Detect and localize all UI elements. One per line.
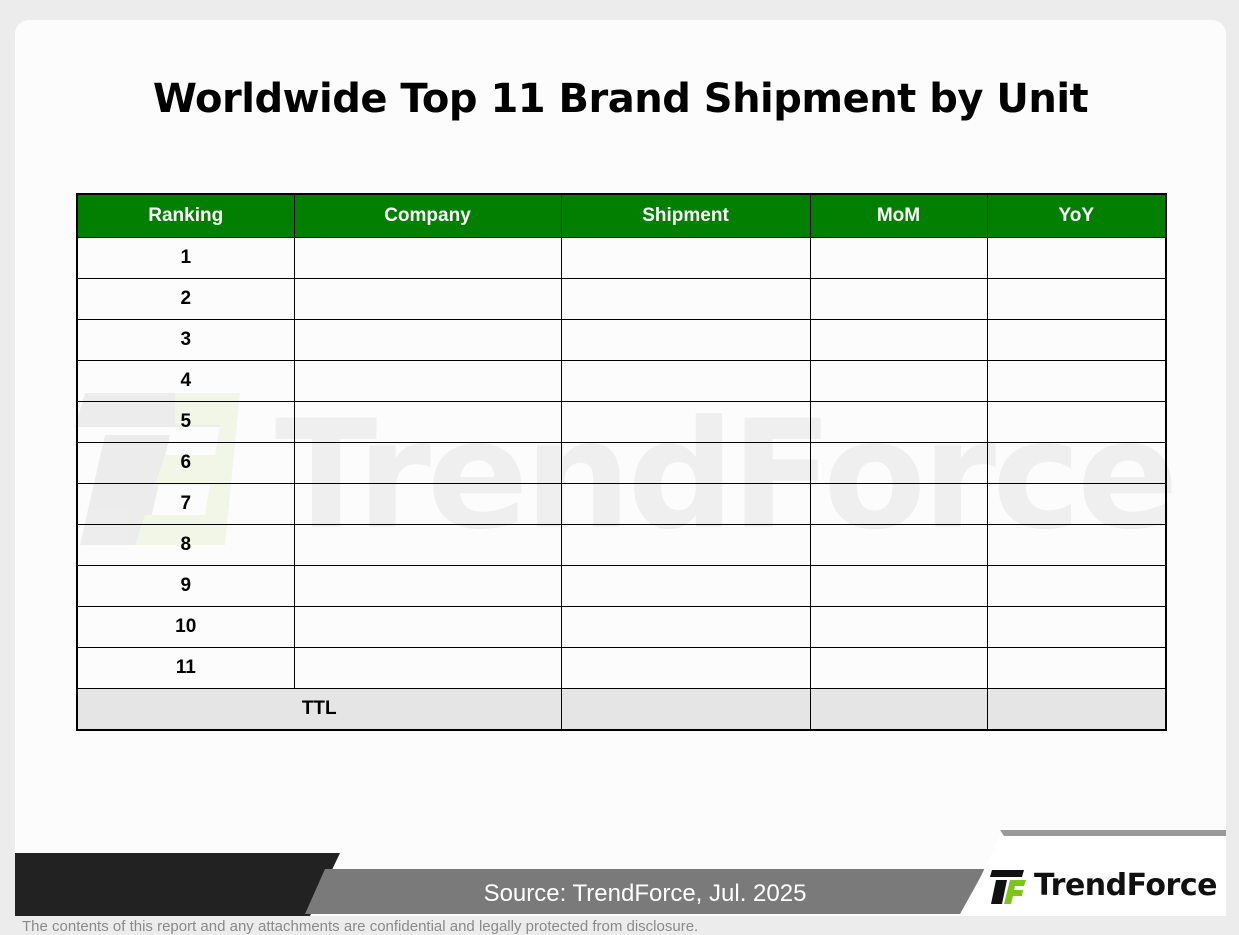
company-cell (293, 606, 562, 648)
table-row: 10 (76, 606, 1167, 648)
table-row: 5 (76, 401, 1167, 443)
shipment-cell (560, 319, 811, 361)
mom-cell (809, 360, 988, 402)
company-cell (293, 647, 562, 689)
company-cell (293, 442, 562, 484)
mom-cell (809, 278, 988, 320)
rank-cell: 10 (76, 606, 295, 648)
mom-cell (809, 524, 988, 566)
total-label-cell: TTL (76, 688, 562, 731)
total-yoy-cell (986, 688, 1167, 731)
rank-cell: 7 (76, 483, 295, 525)
column-header-mom: MoM (809, 193, 988, 238)
column-header-yoy: YoY (986, 193, 1167, 238)
company-cell (293, 237, 562, 279)
company-cell (293, 565, 562, 607)
shipment-table: Ranking Company Shipment MoM YoY 1 2 (76, 193, 1167, 731)
yoy-cell (986, 647, 1167, 689)
shipment-cell (560, 278, 811, 320)
yoy-cell (986, 442, 1167, 484)
mom-cell (809, 565, 988, 607)
rank-cell: 2 (76, 278, 295, 320)
rank-cell: 4 (76, 360, 295, 402)
table-row: 7 (76, 483, 1167, 525)
total-mom-cell (809, 688, 988, 731)
shipment-cell (560, 442, 811, 484)
rank-cell: 3 (76, 319, 295, 361)
rank-cell: 8 (76, 524, 295, 566)
shipment-cell (560, 524, 811, 566)
mom-cell (809, 442, 988, 484)
yoy-cell (986, 360, 1167, 402)
column-header-ranking: Ranking (76, 193, 295, 238)
shipment-cell (560, 360, 811, 402)
rank-cell: 9 (76, 565, 295, 607)
table-row: 3 (76, 319, 1167, 361)
yoy-cell (986, 524, 1167, 566)
yoy-cell (986, 319, 1167, 361)
brand-name: TrendForce (1034, 868, 1217, 903)
mom-cell (809, 647, 988, 689)
company-cell (293, 401, 562, 443)
table-header-row: Ranking Company Shipment MoM YoY (76, 193, 1167, 238)
yoy-cell (986, 401, 1167, 443)
shipment-cell (560, 483, 811, 525)
mom-cell (809, 401, 988, 443)
rank-cell: 6 (76, 442, 295, 484)
table-row: 9 (76, 565, 1167, 607)
company-cell (293, 483, 562, 525)
shipment-cell (560, 606, 811, 648)
yoy-cell (986, 237, 1167, 279)
report-slide: Worldwide Top 11 Brand Shipment by Unit … (15, 20, 1226, 916)
shipment-cell (560, 647, 811, 689)
source-note: Source: TrendForce, Jul. 2025 (483, 880, 807, 907)
shipment-cell (560, 401, 811, 443)
table-row: 11 (76, 647, 1167, 689)
yoy-cell (986, 278, 1167, 320)
confidentiality-disclaimer: The contents of this report and any atta… (22, 918, 699, 935)
page-title: Worldwide Top 11 Brand Shipment by Unit (152, 76, 1089, 122)
table-row: 2 (76, 278, 1167, 320)
company-cell (293, 319, 562, 361)
shipment-cell (560, 565, 811, 607)
table-row: 1 (76, 237, 1167, 279)
column-header-shipment: Shipment (560, 193, 811, 238)
total-row: TTL (76, 688, 1167, 731)
table-row: 6 (76, 442, 1167, 484)
column-header-company: Company (293, 193, 562, 238)
shipment-cell (560, 237, 811, 279)
mom-cell (809, 319, 988, 361)
total-shipment-cell (560, 688, 811, 731)
rank-cell: 1 (76, 237, 295, 279)
rank-cell: 5 (76, 401, 295, 443)
company-cell (293, 278, 562, 320)
mom-cell (809, 483, 988, 525)
yoy-cell (986, 565, 1167, 607)
rank-cell: 11 (76, 647, 295, 689)
table-row: 4 (76, 360, 1167, 402)
company-cell (293, 524, 562, 566)
trendforce-logo-icon (990, 870, 1026, 904)
mom-cell (809, 237, 988, 279)
yoy-cell (986, 483, 1167, 525)
mom-cell (809, 606, 988, 648)
yoy-cell (986, 606, 1167, 648)
table-row: 8 (76, 524, 1167, 566)
company-cell (293, 360, 562, 402)
